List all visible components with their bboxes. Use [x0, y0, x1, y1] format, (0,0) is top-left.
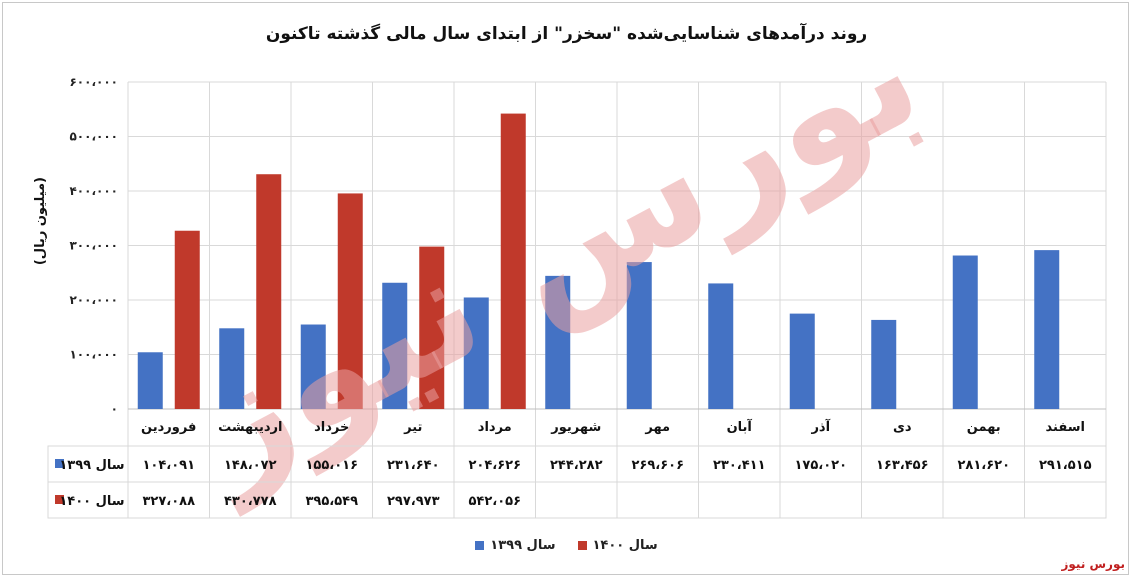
data-label: ۲۳۰،۴۱۱ [713, 458, 766, 473]
data-label: ۲۶۹،۶۰۶ [631, 458, 684, 473]
bar-1399-2 [300, 324, 326, 409]
x-category-label: آذر [810, 418, 830, 435]
bar-1400-3 [419, 246, 445, 409]
x-category-label: شهریور [550, 420, 601, 435]
data-label: ۲۸۱،۶۲۰ [957, 458, 1010, 473]
data-label: ۱۵۵،۰۱۶ [305, 458, 358, 473]
y-tick-label: ۵۰۰،۰۰۰ [69, 130, 118, 144]
bar-1399-1 [219, 328, 245, 409]
bar-1399-5 [545, 275, 571, 409]
legend-item-1399: سال ۱۳۹۹ [475, 538, 556, 553]
data-label: ۳۲۷،۰۸۸ [142, 494, 195, 509]
y-tick-label: ۴۰۰،۰۰۰ [69, 184, 118, 198]
legend-swatch-1399 [475, 541, 485, 550]
y-tick-label: ۲۰۰،۰۰۰ [69, 293, 118, 307]
bars [137, 113, 1060, 410]
y-tick-label: ۰ [111, 402, 118, 416]
legend-swatch-1400 [577, 541, 587, 550]
y-tick-label: ۳۰۰،۰۰۰ [69, 239, 118, 253]
bar-1399-4 [463, 297, 489, 409]
data-table: فروردین اردیبهشت خرداد تیر مرداد شهریور مهر آبا… [47, 418, 1107, 519]
bar-1399-7 [708, 283, 734, 409]
bar-1400-4 [500, 113, 526, 410]
x-category-label: خرداد [314, 420, 349, 435]
x-category-label: دی [893, 420, 912, 435]
data-label: ۱۷۵،۰۲۰ [794, 458, 847, 473]
x-category-label: مهر [644, 420, 670, 435]
table-series-name: سال ۱۴۰۰ [59, 494, 124, 509]
data-label: ۱۰۴،۰۹۱ [142, 458, 195, 473]
table-swatch-1 [55, 495, 64, 504]
legend: سال ۱۳۹۹ سال ۱۴۰۰ [0, 538, 1133, 553]
y-axis-ticks: ۰ ۱۰۰،۰۰۰ ۲۰۰،۰۰۰ ۳۰۰،۰۰۰ ۴۰۰،۰۰۰ ۵۰۰،۰۰۰ ۶۰۰،… [69, 75, 118, 416]
x-category-label: بهمن [967, 420, 1001, 435]
x-category-label: اسفند [1046, 420, 1085, 435]
data-label: ۲۹۱،۵۱۵ [1039, 458, 1092, 473]
data-label: ۲۳۱،۶۴۰ [387, 458, 440, 473]
bar-1400-0 [174, 230, 200, 409]
bar-1399-10 [952, 255, 978, 409]
source-label: بورس نیوز [1061, 557, 1125, 571]
x-category-label: آبان [727, 418, 753, 435]
bar-1399-6 [626, 262, 652, 409]
bar-1399-0 [137, 352, 163, 409]
data-label: ۲۰۴،۶۲۶ [468, 458, 521, 473]
chart-title: روند درآمدهای شناسایی‌شده "سخزر" از ابتد… [265, 24, 868, 44]
bar-1399-9 [871, 319, 897, 409]
x-category-label: اردیبهشت [218, 420, 282, 435]
x-category-label: مرداد [478, 420, 512, 435]
legend-label-1400: سال ۱۴۰۰ [592, 538, 658, 553]
y-tick-label: ۱۰۰،۰۰۰ [69, 348, 118, 362]
bar-1399-11 [1034, 250, 1060, 409]
legend-item-1400: سال ۱۴۰۰ [577, 538, 658, 553]
x-category-label: فروردین [141, 420, 196, 435]
y-tick-label: ۶۰۰،۰۰۰ [69, 75, 118, 89]
table-swatch-0 [55, 459, 64, 468]
bar-1400-1 [256, 174, 282, 409]
bar-1399-8 [789, 313, 815, 409]
data-label: ۳۹۵،۵۴۹ [305, 494, 358, 509]
data-label: ۴۳۰،۷۷۸ [224, 494, 277, 509]
data-label: ۵۴۲،۰۵۶ [468, 494, 521, 509]
bar-1399-3 [382, 282, 408, 409]
table-series-name: سال ۱۳۹۹ [59, 458, 124, 473]
data-label: ۲۹۷،۹۷۳ [387, 494, 440, 509]
legend-label-1399: سال ۱۳۹۹ [490, 538, 556, 553]
x-category-label: تیر [403, 420, 422, 435]
data-label: ۲۴۴،۲۸۲ [550, 458, 603, 473]
data-label: ۱۶۳،۴۵۶ [876, 458, 929, 473]
bar-1400-2 [337, 193, 363, 409]
data-label: ۱۴۸،۰۷۲ [224, 458, 277, 473]
gridlines [127, 81, 1107, 518]
